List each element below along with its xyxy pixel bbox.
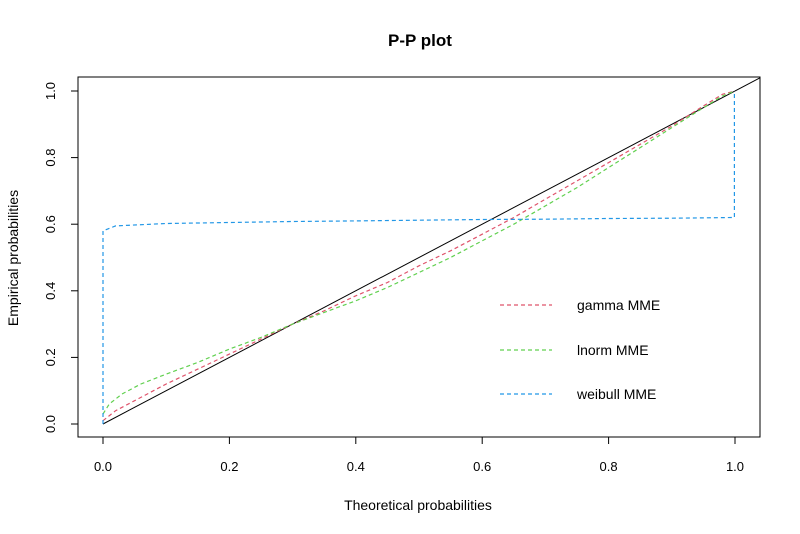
x-tick-label: 0.2 [220,459,238,474]
x-axis-label: Theoretical probabilities [344,497,492,513]
legend-label-gamma-mme: gamma MME [577,297,660,313]
y-tick-label: 1.0 [43,82,58,100]
series-line-lnorm-mme [102,90,736,415]
y-tick-label: 0.0 [43,415,58,433]
x-tick-label: 0.8 [600,459,618,474]
y-tick-label: 0.4 [43,282,58,300]
chart-title: P-P plot [388,31,452,50]
reference-line [102,77,761,425]
x-tick-label: 0.4 [347,459,365,474]
y-tick-label: 0.2 [43,348,58,366]
legend-label-lnorm-mme: lnorm MME [577,342,649,358]
y-axis-label: Empirical probabilities [5,190,21,326]
x-tick-label: 1.0 [726,459,744,474]
x-tick-label: 0.6 [473,459,491,474]
legend-label-weibull-mme: weibull MME [576,386,656,402]
legend: gamma MME lnorm MME weibull MME [500,297,660,402]
series-line-gamma-mme [102,90,736,422]
y-axis: 0.0 0.2 0.4 0.6 0.8 1.0 [43,82,79,433]
y-tick-label: 0.8 [43,149,58,167]
x-axis: 0.0 0.2 0.4 0.6 0.8 1.0 [94,436,744,474]
y-tick-label: 0.6 [43,215,58,233]
plot-lines [102,77,761,425]
x-tick-label: 0.0 [94,459,112,474]
